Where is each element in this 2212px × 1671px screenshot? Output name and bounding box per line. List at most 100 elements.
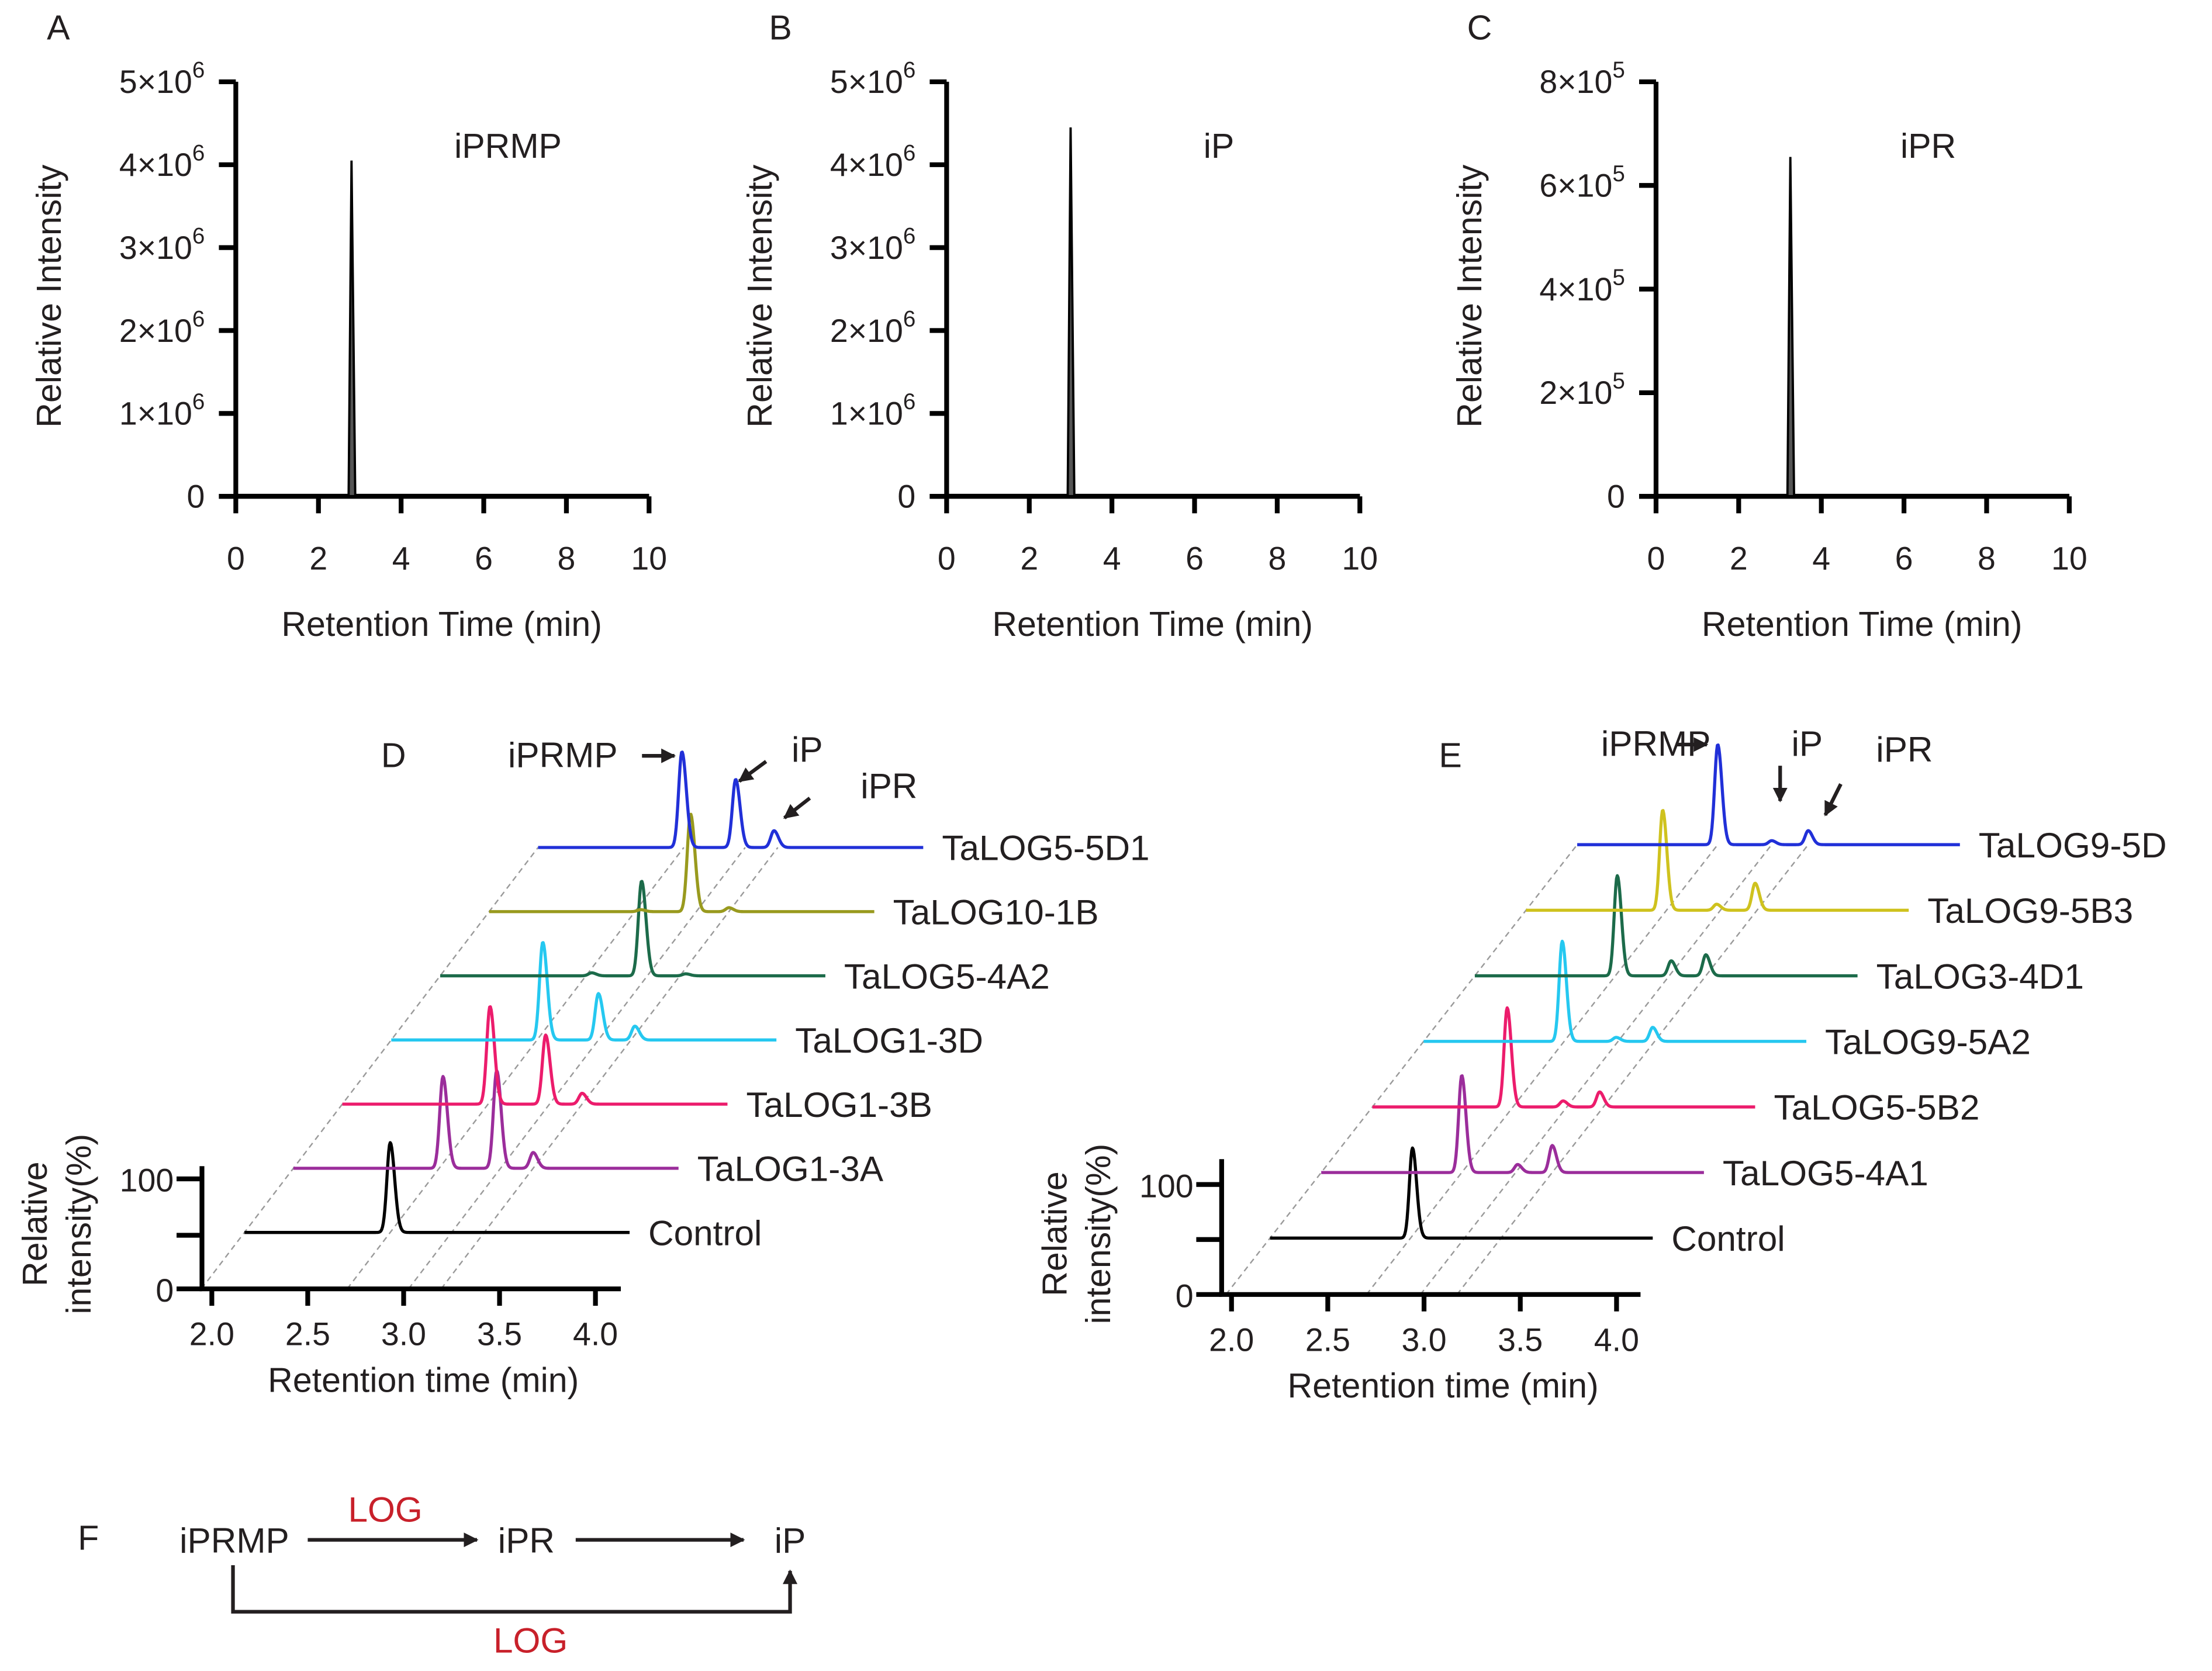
compound-label: iPRMP	[454, 126, 562, 165]
y-tick-exponent: 5	[1612, 369, 1625, 394]
y-tick-exponent: 6	[192, 223, 205, 248]
y-tick-exponent: 5	[1612, 265, 1625, 290]
axes	[219, 81, 649, 499]
x-tick-label: 4	[1812, 541, 1830, 577]
arrow-icon	[783, 797, 811, 819]
y-tick-mantissa: 3×10	[119, 230, 192, 266]
y-tick-exponent: 6	[903, 389, 915, 414]
y-tick-mantissa: 4×10	[119, 147, 192, 183]
trace-talog1-3b	[341, 1005, 728, 1106]
axes	[199, 1166, 621, 1292]
panel-letter: A	[47, 8, 70, 47]
compound-label: iP	[1204, 126, 1235, 165]
trace-label: TaLOG5-5B2	[1774, 1088, 1979, 1127]
trace-talog5-4a2	[439, 880, 827, 978]
y-tick-label: 0	[897, 479, 915, 515]
y-tick-mantissa: 6×10	[1539, 168, 1612, 204]
y-tick-mantissa: 2×10	[1539, 375, 1612, 411]
panel-letter: F	[78, 1518, 99, 1558]
x-axis-title: Retention Time (min)	[1702, 604, 2023, 644]
guide-line	[407, 847, 746, 1289]
trace-label: TaLOG10-1B	[893, 892, 1099, 932]
trace-label: TaLOG5-4A2	[844, 956, 1050, 996]
x-axis-title: Retention Time (min)	[992, 604, 1313, 644]
guide-line	[1419, 844, 1772, 1295]
trace-talog1-3a	[292, 1069, 680, 1170]
y-tick-exponent: 5	[1612, 58, 1625, 83]
y-tick-mantissa: 1×10	[119, 396, 192, 432]
y-tick-label: 0	[186, 479, 205, 515]
guide-line	[1456, 844, 1809, 1295]
x-tick-label: 2.5	[285, 1316, 330, 1352]
x-tick-label: 10	[1342, 541, 1378, 577]
x-tick-label: 8	[1978, 541, 1996, 577]
y-axis-title: Relative Intensity	[1450, 164, 1489, 428]
trace-label: Control	[648, 1213, 762, 1253]
trace-talog1-3d	[390, 941, 777, 1042]
y-tick-label: 6×105	[1539, 161, 1625, 204]
substrate-label: iPRMP	[179, 1520, 289, 1560]
y-tick-mantissa: 2×10	[830, 313, 903, 349]
panel-e: 2.0 2.5 3.0 3.5 4.0 0 100 Retention time (min) R…	[1035, 724, 2166, 1405]
x-tick-label: 2	[1730, 541, 1748, 577]
trace-label: TaLOG9-5D	[1979, 825, 2167, 865]
y-tick-label: 100	[120, 1163, 174, 1199]
product-label: iP	[775, 1520, 806, 1560]
trace-label: TaLOG9-5B3	[1927, 891, 2133, 930]
x-tick-label: 0	[1647, 541, 1665, 577]
ipr-annotation: iPR	[1876, 729, 1933, 769]
panel-c: C0 2 4 6 8 1002×1054×1056×1058×105iPRRetentio…	[1450, 8, 2087, 644]
y-tick-mantissa: 4×10	[830, 147, 903, 183]
y-tick-exponent: 6	[192, 306, 205, 331]
y-tick-label: 4×106	[119, 141, 205, 184]
x-axis-title: Retention time (min)	[268, 1360, 579, 1399]
trace-label: TaLOG9-5A2	[1825, 1022, 2031, 1061]
chromatogram-peak	[946, 127, 1360, 496]
y-tick-exponent: 6	[903, 141, 915, 166]
y-tick-exponent: 6	[192, 141, 205, 166]
trace-talog5-4a1	[1320, 1074, 1705, 1174]
panel-a: A0 2 4 6 8 1001×1062×1063×1064×1065×106iPRMPR…	[29, 8, 667, 644]
panel-letter: C	[1467, 8, 1492, 47]
trace-control	[243, 1141, 631, 1234]
y-tick-label: 2×106	[119, 306, 205, 349]
y-tick-label: 5×106	[830, 58, 915, 101]
y-axis-title-line1: Relative	[15, 1161, 54, 1286]
enzyme-label: LOG	[348, 1489, 422, 1529]
y-tick-exponent: 6	[903, 58, 915, 83]
trace-talog9-5d	[1576, 743, 1961, 846]
y-tick-label: 4×105	[1539, 265, 1625, 307]
trace-talog10-1b	[488, 812, 875, 914]
x-tick-label: 3.5	[477, 1316, 522, 1352]
y-tick-mantissa: 0	[1607, 479, 1625, 515]
y-tick-exponent: 6	[192, 389, 205, 414]
trace-talog5-5b2	[1371, 1006, 1756, 1109]
x-tick-label: 4	[392, 541, 410, 577]
y-tick-label: 8×105	[1539, 58, 1625, 101]
y-tick-mantissa: 1×10	[830, 396, 903, 432]
y-tick-mantissa: 5×10	[119, 64, 192, 100]
y-tick-label: 3×106	[119, 223, 205, 266]
trace-talog3-4d1	[1474, 874, 1858, 978]
y-tick-label: 0	[1607, 479, 1625, 515]
arrow-icon	[738, 760, 768, 783]
x-tick-label: 8	[1268, 541, 1286, 577]
y-axis-title: Relative Intensity	[29, 164, 68, 428]
x-tick-label: 6	[1895, 541, 1913, 577]
y-axis-title-line1: Relative	[1035, 1171, 1074, 1296]
trace-label: TaLOG1-3B	[746, 1085, 932, 1125]
intermediate-label: iPR	[498, 1520, 555, 1560]
y-tick-label: 1×106	[119, 389, 205, 432]
x-tick-label: 4.0	[1594, 1321, 1639, 1358]
y-tick-label: 5×106	[119, 58, 205, 101]
panel-b: B0 2 4 6 8 1001×1062×1063×1064×1065×106iPRete…	[740, 8, 1378, 644]
trace-label: TaLOG3-4D1	[1876, 956, 2084, 996]
y-tick-label: 0	[1176, 1278, 1194, 1314]
guide-line	[440, 847, 779, 1289]
axes	[1219, 1159, 1641, 1297]
x-tick-label: 8	[557, 541, 575, 577]
axes	[929, 81, 1360, 499]
x-tick-label: 6	[475, 541, 493, 577]
y-tick-label: 1×106	[830, 389, 915, 432]
